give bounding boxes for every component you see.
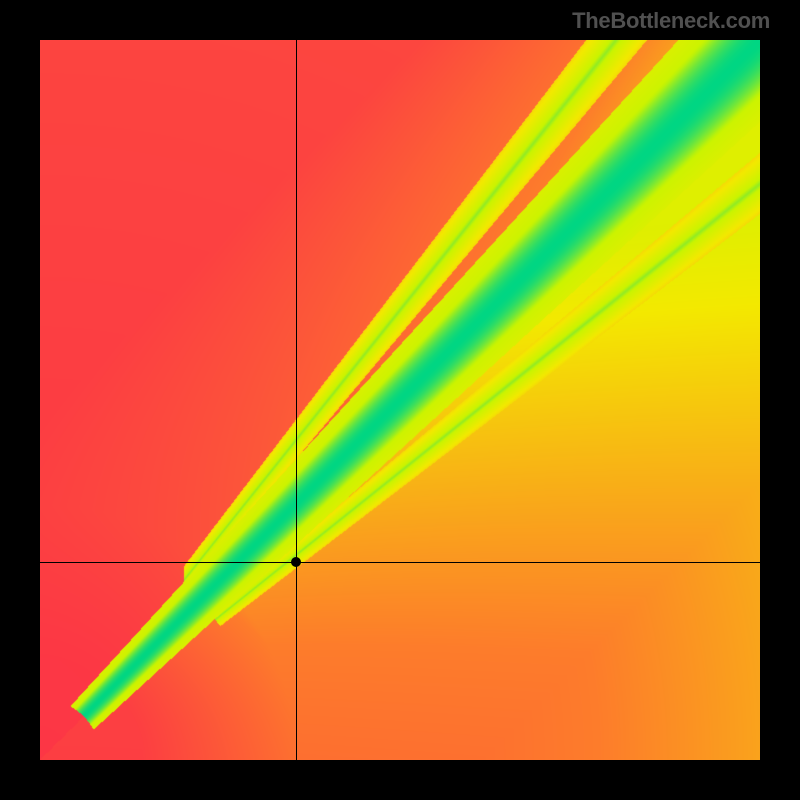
chart-container: TheBottleneck.com [0,0,800,800]
watermark-label: TheBottleneck.com [572,8,770,34]
crosshair-horizontal [40,562,760,563]
heatmap-canvas [40,40,760,760]
heatmap-plot [40,40,760,760]
data-point-marker [291,557,301,567]
crosshair-vertical [296,40,297,760]
